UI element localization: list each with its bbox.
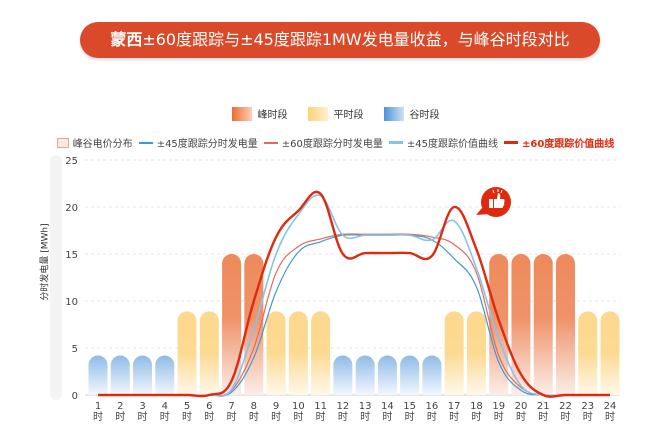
price-bar-flat: [199, 311, 219, 395]
y-tick-label: 0: [72, 391, 78, 402]
series-legend: 峰谷电价分布 ±45度跟踪分时发电量 ±60度跟踪分时发电量 ±45度跟踪价值曲…: [0, 135, 671, 150]
legend-peak[interactable]: 峰时段: [231, 106, 288, 121]
x-tick-label: 14 时: [381, 401, 394, 423]
series-line-0: [97, 234, 610, 397]
flat-swatch: [307, 106, 328, 121]
series-line-2: [97, 194, 610, 398]
legend-flat[interactable]: 平时段: [307, 106, 364, 121]
x-tick-label: 23 时: [581, 401, 594, 423]
y-tick-label: 5: [72, 344, 78, 355]
legend-label: 平时段: [333, 110, 364, 121]
price-bar-valley: [110, 355, 130, 395]
price-bar-flat: [578, 311, 598, 395]
legend-label: 谷时段: [409, 110, 440, 121]
legend-gen45[interactable]: ±45度跟踪分时发电量: [138, 135, 258, 150]
price-bar-flat: [311, 311, 331, 395]
x-tick-label: 19 时: [492, 401, 505, 423]
bar-swatch: [56, 137, 69, 148]
legend-label: 峰时段: [257, 110, 288, 121]
x-tick-label: 10 时: [292, 401, 305, 423]
x-tick-label: 22 时: [559, 401, 572, 423]
x-tick-label: 16 时: [426, 401, 439, 423]
valley-swatch: [383, 106, 404, 121]
x-tick-label: 21 时: [537, 401, 550, 423]
thumbs-up-badge-icon: [476, 187, 511, 217]
y-tick-label: 20: [65, 203, 78, 214]
x-tick-label: 24 时: [604, 401, 617, 423]
price-bar-flat: [600, 311, 620, 395]
price-bar-flat: [177, 311, 197, 395]
series-line-3: [97, 190, 610, 398]
price-bar-flat: [288, 311, 308, 395]
legend-label: ±45度跟踪价值曲线: [406, 139, 499, 150]
x-tick-label: 12 时: [337, 401, 350, 423]
y-axis-band: [50, 155, 62, 400]
x-tick-label: 13 时: [359, 401, 372, 423]
line-swatch: [388, 141, 403, 144]
legend-label: ±45度跟踪分时发电量: [156, 139, 258, 150]
x-tick-label: 18 时: [470, 401, 483, 423]
price-bar-valley: [355, 355, 375, 395]
legend-price-bars[interactable]: 峰谷电价分布: [56, 135, 133, 150]
price-bar-valley: [133, 355, 153, 395]
x-tick-label: 11 时: [314, 401, 327, 423]
price-bar-valley: [155, 355, 175, 395]
legend-gen60[interactable]: ±60度跟踪分时发电量: [263, 135, 383, 150]
legend-label: ±60度跟踪分时发电量: [281, 139, 383, 150]
price-bar-valley: [88, 355, 108, 395]
price-bar-flat: [266, 311, 286, 395]
legend-val45[interactable]: ±45度跟踪价值曲线: [388, 135, 499, 150]
legend-label: ±60度跟踪价值曲线: [522, 139, 615, 150]
legend-val60[interactable]: ±60度跟踪价值曲线: [504, 135, 614, 150]
price-bar-peak: [555, 254, 575, 395]
price-bar-peak: [533, 254, 553, 395]
line-swatch: [263, 141, 278, 144]
title-region: 蒙西: [110, 30, 143, 49]
y-tick-label: 10: [65, 297, 78, 308]
legend-label: 峰谷电价分布: [72, 139, 133, 150]
line-swatch: [138, 141, 153, 144]
peak-swatch: [231, 106, 252, 121]
legend-valley[interactable]: 谷时段: [383, 106, 440, 121]
title-text: ±60度跟踪与±45度跟踪1MW发电量收益，与峰谷时段对比: [142, 30, 570, 49]
price-bar-valley: [400, 355, 420, 395]
y-tick-label: 25: [65, 156, 78, 167]
price-bar-valley: [377, 355, 397, 395]
title-banner: 蒙西±60度跟踪与±45度跟踪1MW发电量收益，与峰谷时段对比: [80, 22, 600, 58]
line-swatch: [504, 141, 519, 144]
y-tick-label: 15: [65, 250, 78, 261]
price-bar-peak: [222, 254, 242, 395]
price-bar-peak: [511, 254, 531, 395]
period-legend: 峰时段 平时段 谷时段: [0, 106, 671, 121]
price-bar-valley: [422, 355, 442, 395]
price-bar-valley: [333, 355, 353, 395]
price-bar-flat: [444, 311, 464, 395]
x-tick-label: 20 时: [515, 401, 528, 423]
price-bar-peak: [489, 254, 509, 395]
x-tick-label: 15 时: [403, 401, 416, 423]
x-tick-label: 17 时: [448, 401, 461, 423]
price-bar-flat: [466, 311, 486, 395]
